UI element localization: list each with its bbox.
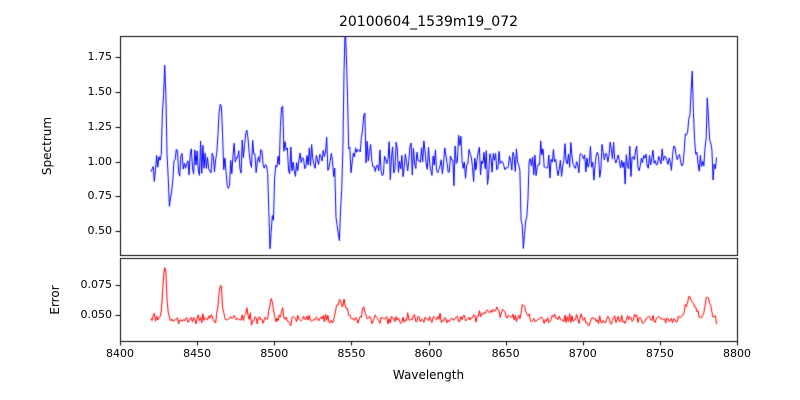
x-axis-label: Wavelength [392, 368, 465, 382]
x-tick-label: 8700 [568, 347, 597, 360]
spectrum-y-tick-label: 1.75 [87, 49, 113, 63]
spectrum-y-tick-label: 1.00 [87, 154, 113, 168]
x-tick-label: 8500 [260, 347, 289, 360]
spectrum-y-tick-label: 1.50 [87, 84, 113, 98]
x-tick-label: 8400 [106, 347, 134, 360]
plot-title: 20100604_1539m19_072 [338, 14, 519, 30]
x-tick-label: 8550 [337, 347, 366, 360]
spectrum-y-tick-label: 0.50 [87, 224, 113, 238]
x-tick-label: 8750 [645, 347, 674, 360]
x-tick-label: 8450 [183, 347, 212, 360]
x-tick-label: 8800 [723, 347, 751, 360]
spectrum-y-tick-label: 1.25 [87, 119, 113, 133]
error-y-tick-label: 0.050 [80, 307, 113, 321]
x-tick-label: 8650 [491, 347, 520, 360]
spectrum-y-tick-label: 0.75 [87, 189, 113, 203]
x-tick-label: 8600 [414, 347, 443, 360]
error-y-tick-label: 0.075 [80, 277, 113, 291]
